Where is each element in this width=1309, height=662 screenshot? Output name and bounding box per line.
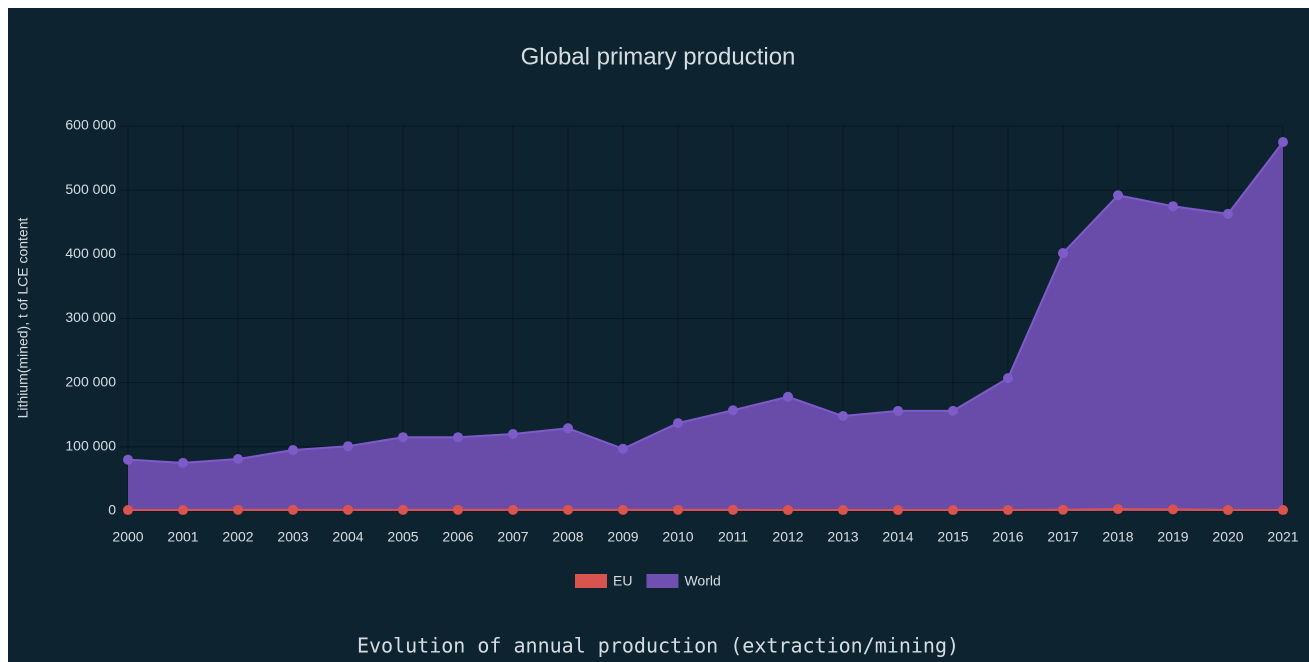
chart-subtitle: Evolution of annual production (extracti…: [357, 634, 959, 658]
x-tick-label: 2009: [607, 529, 638, 545]
legend-label: EU: [613, 573, 632, 589]
y-axis-label: Lithium(mined), t of LCE content: [15, 218, 31, 419]
x-tick-label: 2013: [827, 529, 858, 545]
point: [618, 504, 628, 515]
point: [1113, 190, 1123, 201]
point: [508, 429, 518, 439]
x-tick-label: 2010: [662, 529, 693, 545]
x-tick-label: 2021: [1267, 529, 1298, 545]
y-tick-label: 200 000: [65, 373, 116, 389]
x-tick-label: 2019: [1157, 529, 1188, 545]
point: [1223, 505, 1233, 516]
x-tick-label: 2012: [772, 529, 803, 545]
point: [1113, 504, 1123, 515]
x-tick-label: 2017: [1047, 529, 1078, 545]
point: [618, 443, 628, 454]
point: [728, 405, 738, 416]
point: [1003, 505, 1013, 516]
line: [128, 508, 1283, 512]
x-tick-label: 2016: [992, 529, 1023, 545]
y-tick-label: 600 000: [65, 117, 116, 133]
point: [728, 504, 738, 515]
x-tick-label: 2008: [552, 529, 583, 545]
x-tick-label: 2001: [167, 529, 198, 545]
y-tick-label: 300 000: [65, 309, 116, 325]
legend-swatch: [575, 574, 607, 588]
x-tick-label: 2004: [332, 529, 363, 545]
point: [398, 504, 408, 515]
x-tick-label: 2014: [882, 529, 913, 545]
point: [1003, 373, 1013, 384]
x-tick-label: 2005: [387, 529, 418, 545]
point: [453, 432, 463, 443]
point: [123, 505, 133, 516]
point: [783, 505, 793, 516]
point: [783, 391, 793, 402]
point: [1058, 248, 1068, 259]
x-tick-label: 2011: [718, 529, 748, 545]
point: [563, 504, 573, 515]
point: [343, 441, 353, 452]
point: [508, 504, 518, 515]
point: [178, 505, 188, 516]
point: [563, 423, 573, 434]
point: [1168, 201, 1178, 212]
x-tick-label: 2006: [442, 529, 473, 545]
point: [233, 454, 243, 465]
legend-label: World: [684, 573, 720, 589]
legend-swatch: [646, 574, 679, 588]
point: [123, 454, 133, 465]
point: [178, 457, 188, 468]
x-tick-label: 2000: [112, 529, 143, 545]
x-tick-label: 2015: [937, 529, 968, 545]
point: [838, 411, 848, 422]
point: [1278, 505, 1288, 516]
y-tick-label: 500 000: [65, 181, 116, 197]
point: [288, 445, 298, 456]
area: [128, 142, 1283, 511]
point: [1223, 208, 1233, 219]
x-tick-label: 2020: [1212, 529, 1243, 545]
point: [673, 504, 683, 515]
point: [893, 505, 903, 516]
point: [288, 504, 298, 515]
x-tick-label: 2003: [277, 529, 308, 545]
x-tick-label: 2018: [1102, 529, 1133, 545]
point: [398, 432, 408, 443]
y-tick-label: 100 000: [65, 438, 116, 454]
point: [343, 504, 353, 515]
point: [1278, 137, 1288, 148]
point: [948, 505, 958, 516]
point: [673, 418, 683, 429]
point: [838, 505, 848, 516]
point: [233, 504, 243, 515]
point: [1058, 504, 1068, 515]
x-tick-label: 2002: [222, 529, 253, 545]
point: [453, 504, 463, 515]
point: [893, 405, 903, 416]
y-tick-label: 400 000: [65, 245, 116, 261]
x-tick-label: 2007: [497, 529, 528, 545]
line: [127, 141, 1284, 464]
point: [1168, 504, 1178, 515]
y-tick-label: 0: [108, 502, 116, 518]
point: [948, 405, 958, 416]
chart-title: Global primary production: [521, 43, 796, 70]
